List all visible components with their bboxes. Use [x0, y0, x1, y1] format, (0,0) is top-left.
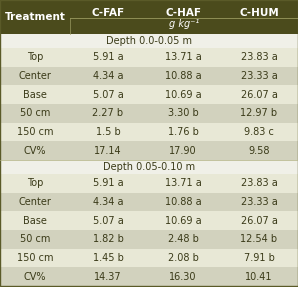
Text: Top: Top: [27, 178, 43, 188]
Text: C-FAF: C-FAF: [91, 8, 125, 18]
Text: 23.33 a: 23.33 a: [240, 71, 277, 81]
Text: 50 cm: 50 cm: [20, 234, 50, 244]
Text: 5.07 a: 5.07 a: [93, 90, 123, 100]
Text: 16.30: 16.30: [169, 272, 197, 282]
Text: Base: Base: [23, 90, 47, 100]
Text: Depth 0.05-0.10 m: Depth 0.05-0.10 m: [103, 162, 195, 172]
Text: 5.91 a: 5.91 a: [93, 52, 123, 62]
Text: Depth 0.0-0.05 m: Depth 0.0-0.05 m: [106, 36, 192, 46]
Text: 3.30 b: 3.30 b: [168, 108, 198, 118]
Text: 5.91 a: 5.91 a: [93, 178, 123, 188]
Text: 4.34 a: 4.34 a: [93, 197, 123, 207]
Bar: [0, 67, 298, 85]
Text: 9.83 c: 9.83 c: [244, 127, 274, 137]
Bar: [0, 230, 298, 249]
Text: 1.76 b: 1.76 b: [167, 127, 198, 137]
Bar: [0, 160, 298, 174]
Bar: [0, 48, 298, 67]
Text: 50 cm: 50 cm: [20, 108, 50, 118]
Text: 12.54 b: 12.54 b: [240, 234, 277, 244]
Bar: [0, 85, 298, 104]
Text: 150 cm: 150 cm: [17, 127, 53, 137]
Text: 13.71 a: 13.71 a: [164, 178, 201, 188]
Text: 10.88 a: 10.88 a: [165, 197, 201, 207]
Text: 26.07 a: 26.07 a: [240, 216, 277, 226]
Bar: [0, 141, 298, 160]
Text: C-HUM: C-HUM: [239, 8, 279, 18]
Text: 10.69 a: 10.69 a: [165, 216, 201, 226]
Text: 5.07 a: 5.07 a: [93, 216, 123, 226]
Text: 4.34 a: 4.34 a: [93, 71, 123, 81]
Text: 23.33 a: 23.33 a: [240, 197, 277, 207]
Bar: [0, 174, 298, 193]
Text: 150 cm: 150 cm: [17, 253, 53, 263]
Bar: [0, 211, 298, 230]
Text: 23.83 a: 23.83 a: [240, 178, 277, 188]
Bar: [0, 34, 298, 48]
Text: C-HAF: C-HAF: [165, 8, 201, 18]
Text: 13.71 a: 13.71 a: [164, 52, 201, 62]
Text: Base: Base: [23, 216, 47, 226]
Bar: [0, 104, 298, 123]
Bar: [0, 193, 298, 211]
Text: 14.37: 14.37: [94, 272, 122, 282]
Text: Treatment: Treatment: [4, 12, 66, 22]
Text: 17.14: 17.14: [94, 146, 122, 156]
Text: CV%: CV%: [24, 272, 46, 282]
Text: CV%: CV%: [24, 146, 46, 156]
Bar: [0, 123, 298, 141]
Text: 1.82 b: 1.82 b: [93, 234, 123, 244]
Text: 9.58: 9.58: [248, 146, 270, 156]
Text: 10.41: 10.41: [245, 272, 273, 282]
Text: Center: Center: [18, 71, 52, 81]
Text: 1.5 b: 1.5 b: [96, 127, 120, 137]
Text: 23.83 a: 23.83 a: [240, 52, 277, 62]
Bar: [0, 0, 298, 34]
Text: 2.27 b: 2.27 b: [92, 108, 124, 118]
Text: 12.97 b: 12.97 b: [240, 108, 277, 118]
Text: Center: Center: [18, 197, 52, 207]
Text: 1.45 b: 1.45 b: [93, 253, 123, 263]
Text: 10.88 a: 10.88 a: [165, 71, 201, 81]
Bar: [0, 267, 298, 286]
Text: 2.08 b: 2.08 b: [167, 253, 198, 263]
Text: 7.91 b: 7.91 b: [243, 253, 274, 263]
Text: 26.07 a: 26.07 a: [240, 90, 277, 100]
Text: 17.90: 17.90: [169, 146, 197, 156]
Text: g kg⁻¹: g kg⁻¹: [169, 20, 199, 30]
Text: Top: Top: [27, 52, 43, 62]
Bar: [0, 249, 298, 267]
Text: 2.48 b: 2.48 b: [167, 234, 198, 244]
Text: 10.69 a: 10.69 a: [165, 90, 201, 100]
